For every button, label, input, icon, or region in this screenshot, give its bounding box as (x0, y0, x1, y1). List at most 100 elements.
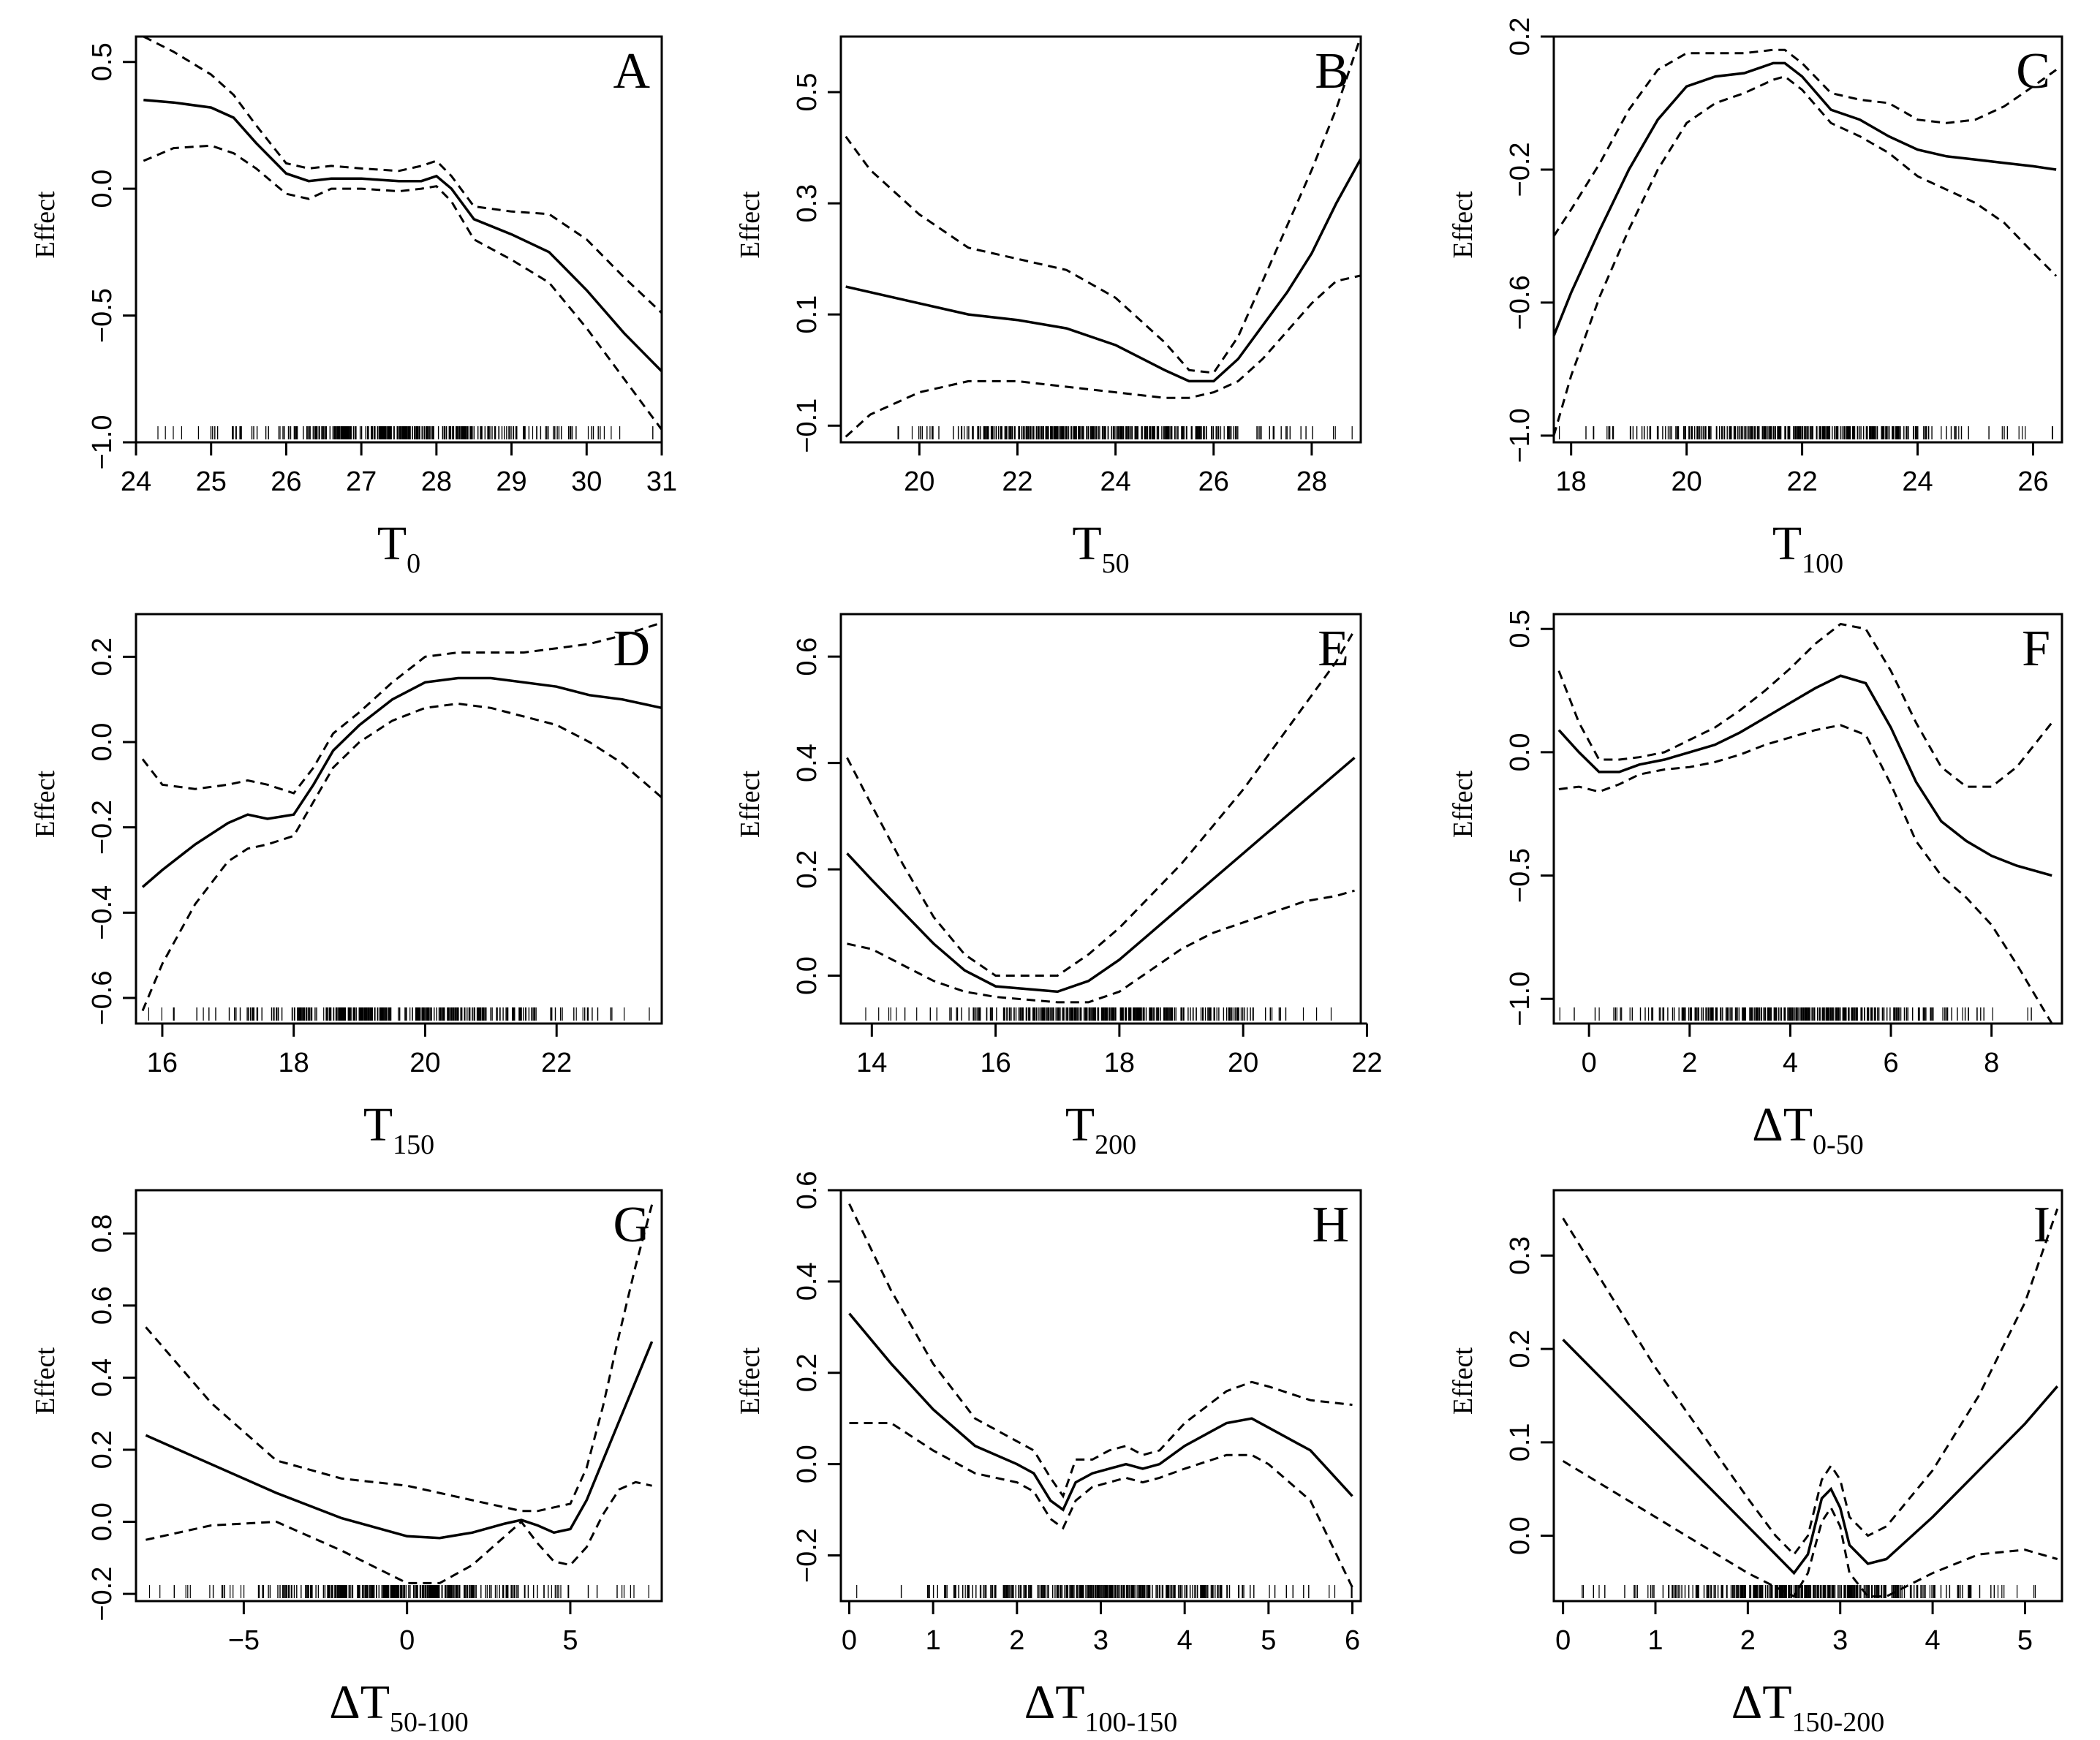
x-tick-label: 8 (1984, 1048, 1999, 1078)
y-axis-label: Effect (735, 191, 766, 259)
y-tick-label: −1.0 (1505, 408, 1536, 463)
y-tick-label: 0.2 (792, 850, 823, 889)
fitted-effect-curve (141, 676, 662, 888)
x-axis-label: T150 (363, 1098, 434, 1160)
y-axis-label: Effect (1448, 1347, 1478, 1415)
upper-confidence-band (845, 36, 1362, 374)
x-tick-label: 22 (1786, 466, 1817, 497)
fitted-effect-curve (848, 1312, 1353, 1512)
x-tick-label: 0 (1582, 1048, 1597, 1078)
y-tick-label: 0.5 (1505, 610, 1536, 648)
y-tick-label: −0.2 (87, 1567, 118, 1622)
x-tick-label: 0 (399, 1625, 415, 1656)
x-tick-label: 24 (1100, 466, 1130, 497)
y-tick-label: 0.0 (87, 170, 118, 208)
panel-letter: G (613, 1197, 650, 1253)
x-tick-label: 18 (279, 1048, 309, 1078)
panel-f: 0 2 4 6 8 −1.0 −0.5 0.0 0.5 Effect ΔT0-50 F (1448, 610, 2063, 1160)
lower-confidence-band (146, 1480, 652, 1584)
y-tick-label: 0.8 (87, 1214, 118, 1253)
y-tick-label: 0.0 (1505, 1516, 1536, 1555)
y-axis-label: Effect (1448, 770, 1478, 838)
fitted-effect-curve (143, 98, 663, 373)
rug (856, 1585, 1353, 1598)
x-axis-label: ΔT0-50 (1752, 1098, 1863, 1160)
x-axis-label: ΔT150-200 (1731, 1676, 1884, 1738)
y-tick-label: 0.3 (1505, 1236, 1536, 1275)
x-axis-label-main: ΔT (1752, 1098, 1813, 1151)
x-axis-label: T200 (1065, 1098, 1136, 1160)
y-axis-label: Effect (30, 1347, 61, 1415)
x-tick-label: 3 (1832, 1625, 1848, 1656)
y-tick-label: 0.1 (1505, 1423, 1536, 1461)
rug (148, 1585, 649, 1598)
y-tick-label: 0.6 (792, 638, 823, 676)
y-tick-label: 0.4 (792, 1262, 823, 1301)
x-tick-label: 1 (926, 1625, 941, 1656)
y-axis-label: Effect (30, 770, 61, 838)
panel-h: 0 1 2 3 4 5 6 −0.2 0.0 0.2 0.4 0.6 Effect ΔT100-150 H (735, 1171, 1362, 1738)
y-axis-label: Effect (30, 191, 61, 259)
y-tick-label: 0.2 (87, 1431, 118, 1469)
y-tick-label: −0.4 (87, 885, 118, 940)
x-tick-label: 5 (562, 1625, 578, 1656)
x-tick-label: 20 (904, 466, 934, 497)
panel-c: 18 20 22 24 26 −1.0 −0.6 −0.2 0.2 Effect T100 C (1448, 18, 2063, 579)
x-tick-label: 22 (1002, 466, 1032, 497)
fitted-effect-curve (1562, 1339, 2059, 1576)
plot-frame (1552, 1189, 2063, 1603)
upper-confidence-band (846, 629, 1356, 977)
y-axis-label: Effect (735, 1347, 766, 1415)
x-axis-label-main: T (377, 517, 407, 570)
y-tick-label: −0.2 (792, 1528, 823, 1583)
panel-letter: H (1312, 1197, 1349, 1253)
y-tick-label: 0.3 (792, 184, 823, 223)
fitted-effect-curve (845, 158, 1362, 383)
lower-confidence-band (1562, 1460, 2058, 1598)
y-tick-label: 0.0 (1505, 733, 1536, 772)
y-tick-label: 0.6 (792, 1171, 823, 1210)
x-tick-label: 4 (1925, 1625, 1941, 1656)
y-tick-label: −0.5 (1505, 848, 1536, 903)
y-tick-label: −0.6 (87, 970, 118, 1025)
x-tick-label: 6 (1883, 1048, 1898, 1078)
y-tick-label: −0.6 (1505, 275, 1536, 330)
x-axis-label: ΔT100-150 (1024, 1676, 1177, 1738)
lower-confidence-band (1552, 75, 2058, 436)
x-tick-label: 1 (1647, 1625, 1663, 1656)
upper-confidence-band (141, 621, 662, 795)
y-tick-label: −0.2 (1505, 142, 1536, 197)
panel-b: 20 22 24 26 28 −0.1 0.1 0.3 0.5 Effect T50 B (735, 35, 1362, 579)
x-tick-label: 22 (541, 1048, 572, 1078)
x-tick-label: 16 (147, 1048, 178, 1078)
x-axis-label-subscript: 100 (1802, 548, 1843, 579)
x-tick-label: 4 (1783, 1048, 1798, 1078)
lower-confidence-band (141, 702, 662, 1012)
x-tick-label: 2 (1740, 1625, 1756, 1656)
x-axis-label-subscript: 150 (393, 1130, 434, 1160)
y-tick-label: 0.2 (1505, 18, 1536, 56)
y-tick-label: 0.1 (792, 295, 823, 334)
x-tick-label: 5 (2017, 1625, 2033, 1656)
upper-confidence-band (143, 35, 663, 314)
y-tick-label: 0.4 (792, 744, 823, 782)
rug (1559, 1007, 2032, 1021)
plot-frame (1552, 35, 2063, 444)
panel-letter: F (2022, 621, 2050, 677)
x-tick-label: 22 (1351, 1048, 1382, 1078)
x-tick-label: 24 (121, 466, 151, 497)
x-tick-label: 31 (646, 466, 677, 497)
x-tick-label: 3 (1093, 1625, 1108, 1656)
y-tick-label: 0.2 (792, 1353, 823, 1392)
x-tick-label: 4 (1177, 1625, 1193, 1656)
x-tick-label: 0 (1555, 1625, 1571, 1656)
rug (1582, 1585, 2036, 1598)
x-axis-label-main: T (1772, 517, 1802, 570)
x-tick-label: 28 (1296, 466, 1327, 497)
y-tick-label: −0.5 (87, 288, 118, 343)
x-axis-label-subscript: 100-150 (1085, 1707, 1178, 1738)
y-tick-label: 0.6 (87, 1286, 118, 1325)
fitted-effect-curve (145, 1341, 654, 1540)
